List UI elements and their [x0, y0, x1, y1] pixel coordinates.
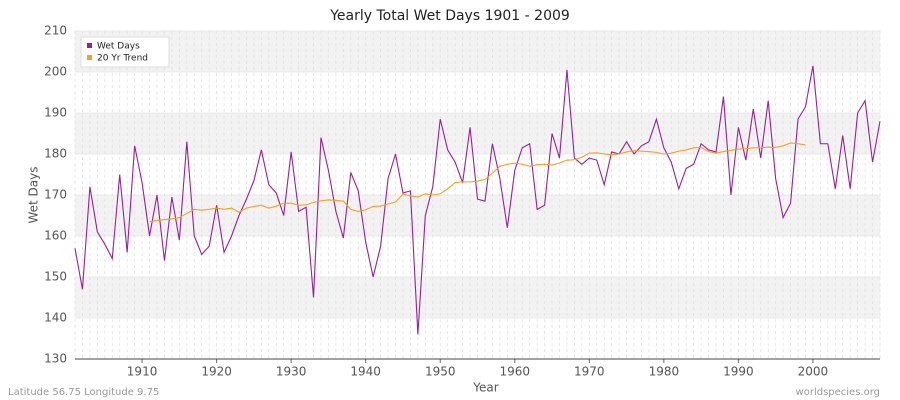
y-tick-label: 170	[44, 188, 67, 202]
footer-left: Latitude 56.75 Longitude 9.75	[8, 387, 159, 398]
line-series	[74, 65, 881, 335]
legend-label: Wet Days	[97, 42, 140, 52]
y-tick-label: 190	[44, 106, 67, 120]
x-tick-label: 2000	[798, 365, 829, 379]
y-tick-label: 180	[44, 147, 67, 161]
legend-box	[80, 36, 170, 68]
line-series	[149, 142, 806, 223]
x-tick-label: 1950	[425, 365, 456, 379]
legend-swatch	[87, 55, 92, 60]
x-tick-label: 1910	[127, 365, 158, 379]
x-tick-label: 1930	[276, 365, 307, 379]
x-tick-label: 1940	[350, 365, 381, 379]
y-tick-label: 150	[44, 270, 67, 284]
y-axis-label: Wet Days	[27, 166, 41, 223]
x-tick-label: 1990	[723, 365, 754, 379]
y-tick-label: 140	[44, 311, 67, 325]
y-tick-label: 210	[44, 24, 67, 38]
x-tick-label: 1960	[499, 365, 530, 379]
x-tick-label: 1980	[649, 365, 680, 379]
y-tick-label: 130	[44, 352, 67, 366]
y-tick-label: 200	[44, 65, 67, 79]
x-tick-label: 1920	[201, 365, 232, 379]
x-axis-label: Year	[472, 381, 498, 395]
x-tick-label: 1970	[574, 365, 605, 379]
legend-label: 20 Yr Trend	[97, 54, 148, 64]
footer-right: worldspecies.org	[796, 387, 880, 398]
chart-title: Yearly Total Wet Days 1901 - 2009	[329, 8, 570, 24]
legend-swatch	[87, 43, 92, 48]
y-tick-label: 160	[44, 229, 67, 243]
